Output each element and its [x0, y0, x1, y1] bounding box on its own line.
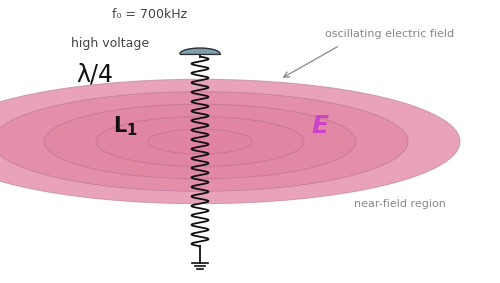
Ellipse shape	[0, 92, 408, 191]
Ellipse shape	[0, 79, 460, 204]
Ellipse shape	[96, 117, 304, 166]
Ellipse shape	[44, 104, 356, 179]
Text: oscillating electric field: oscillating electric field	[326, 29, 454, 39]
Polygon shape	[180, 48, 220, 54]
Text: near-field region: near-field region	[354, 199, 446, 209]
Text: $\mathbf{L_1}$: $\mathbf{L_1}$	[112, 114, 138, 138]
Text: high voltage: high voltage	[71, 37, 149, 50]
Text: E: E	[312, 114, 328, 138]
Text: f₀ = 700kHz: f₀ = 700kHz	[112, 8, 188, 22]
Text: λ/4: λ/4	[76, 62, 114, 86]
Ellipse shape	[148, 129, 252, 154]
